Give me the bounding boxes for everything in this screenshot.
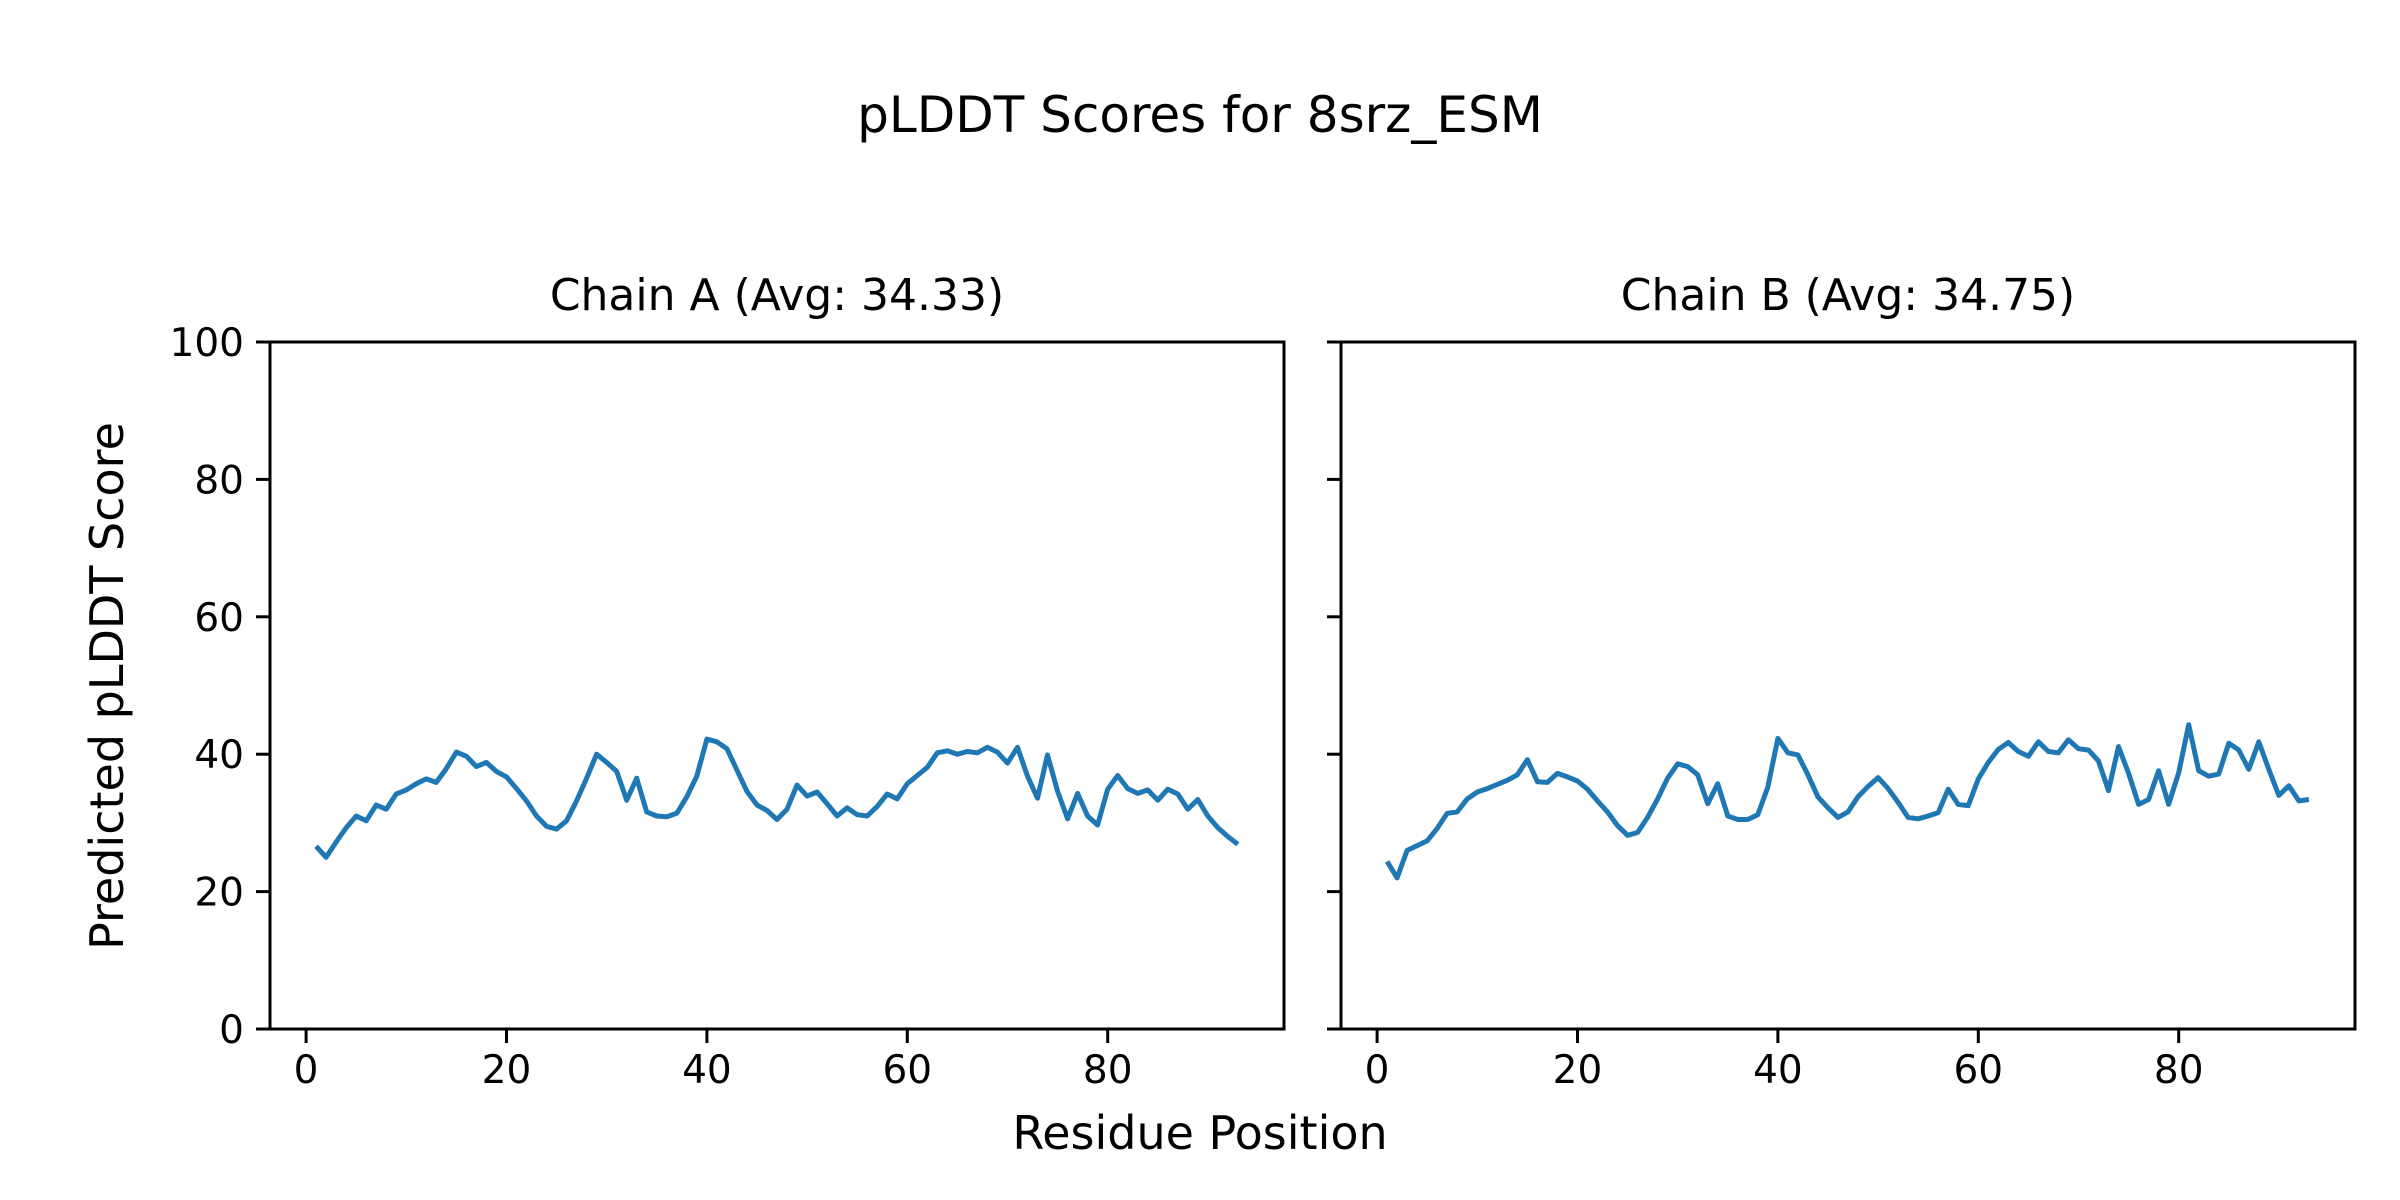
- x-tick-label: 20: [1553, 1048, 1603, 1093]
- x-tick-label: 60: [1953, 1048, 2003, 1093]
- figure-title: pLDDT Scores for 8srz_ESM: [857, 86, 1543, 144]
- y-tick-label: 100: [170, 321, 244, 366]
- x-tick-label: 0: [1365, 1048, 1390, 1093]
- y-tick-label: 20: [194, 871, 244, 916]
- plddt-line-chain-a: [314, 736, 1240, 860]
- chain-a-title: Chain A (Avg: 34.33): [549, 270, 1005, 321]
- plddt-line-chain-b: [1384, 722, 2310, 881]
- chain-b-plot: 0 20 40 60 80: [1327, 340, 2357, 1093]
- x-tick-label: 20: [482, 1048, 532, 1093]
- y-tick-label: 60: [194, 596, 244, 641]
- x-tick-label: 40: [682, 1048, 732, 1093]
- plot-frame: [268, 340, 1286, 1031]
- x-tick-label: 0: [294, 1048, 319, 1093]
- chain-a-plot: 0 20 40 60 80 0 20 40 60 80 100: [170, 321, 1286, 1093]
- y-tick-label: 0: [219, 1008, 244, 1053]
- y-axis-label: Predicted pLDDT Score: [80, 422, 134, 950]
- plot-frame: [1339, 340, 2357, 1031]
- y-tick-label: 80: [194, 458, 244, 503]
- chain-b-title: Chain B (Avg: 34.75): [1620, 270, 2076, 321]
- x-tick-label: 80: [1083, 1048, 1133, 1093]
- x-tick-label: 40: [1753, 1048, 1803, 1093]
- x-tick-label: 60: [882, 1048, 932, 1093]
- y-tick-label: 40: [194, 733, 244, 778]
- x-axis-label: Residue Position: [1012, 1106, 1388, 1160]
- x-tick-label: 80: [2154, 1048, 2204, 1093]
